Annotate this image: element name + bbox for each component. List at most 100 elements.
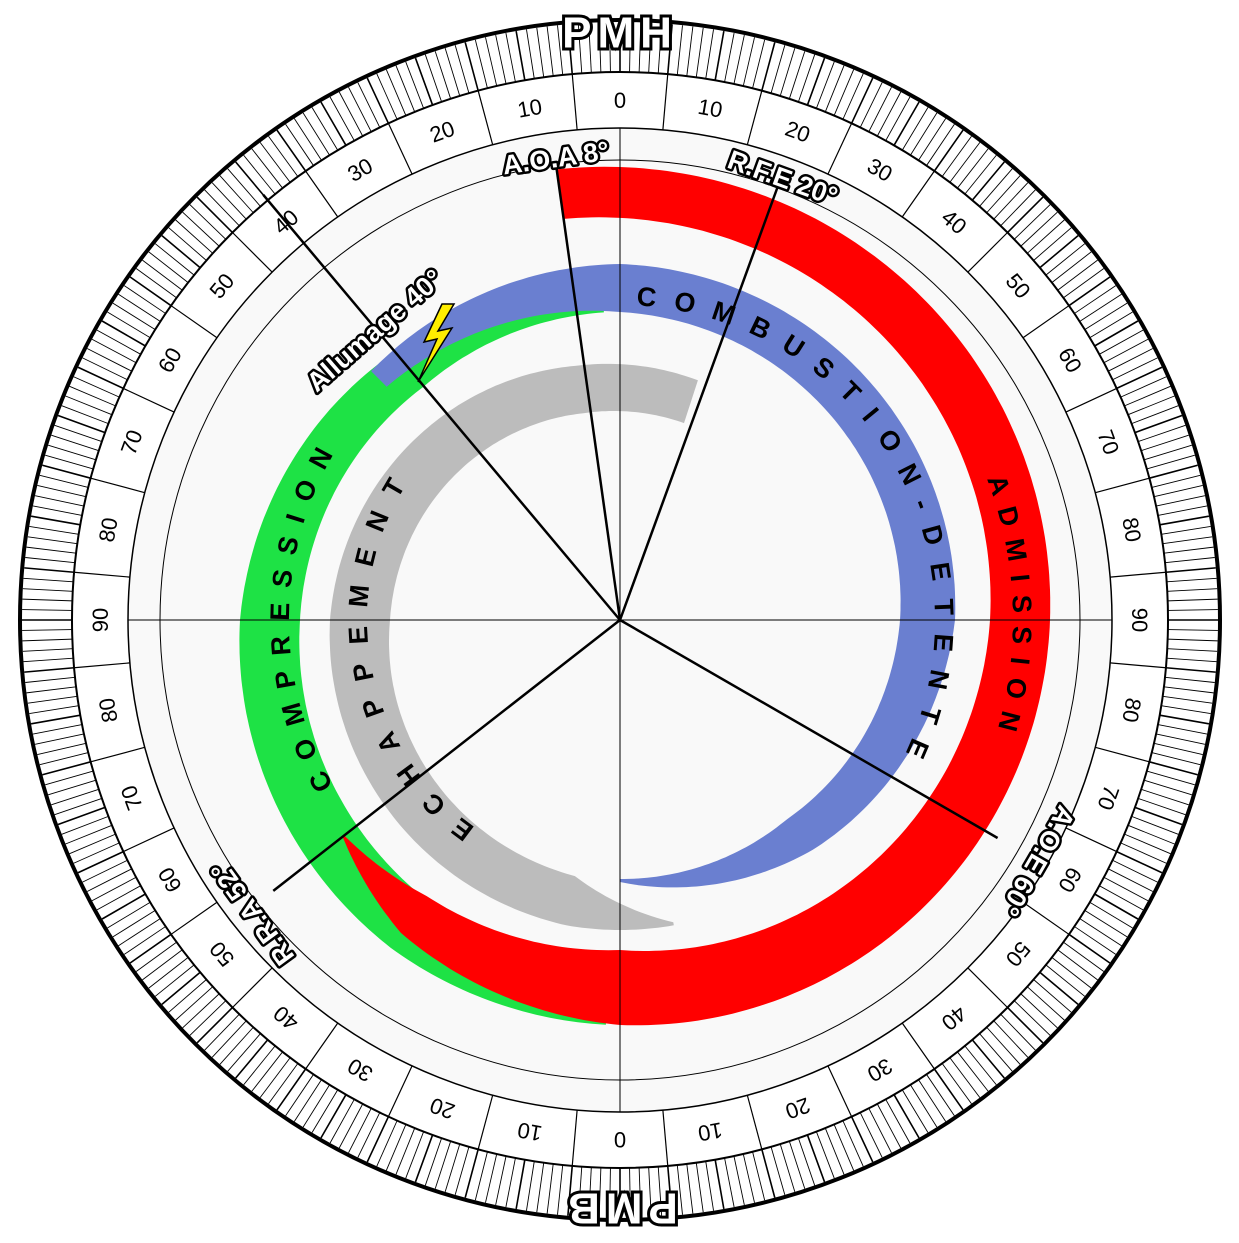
degree-tick [1020,211,1058,247]
degree-tick [1057,949,1098,981]
degree-tick [235,1039,269,1079]
degree-tick [1006,1006,1044,1044]
degree-tick [148,957,189,989]
degree-tick [705,1161,714,1211]
degree-tick [1146,454,1195,470]
degree-tick [454,45,470,94]
degree-tick [376,73,398,120]
degree-tick [285,1074,314,1117]
degree-tick [1120,376,1167,398]
degree-tick [414,1134,434,1183]
degree-tick [211,182,247,220]
degree-tick [505,1157,516,1208]
degree-tick [204,189,240,227]
degree-tick [204,1013,240,1051]
degree-tick [112,910,156,938]
scale-divider [746,90,763,145]
degree-tick [444,47,461,97]
degree-tick [705,29,714,79]
degree-tick [65,395,113,416]
degree-tick [1116,850,1163,874]
scale-divider [1110,571,1166,578]
degree-tick [546,1163,554,1214]
degree-tick [495,34,507,85]
degree-tick [37,742,87,755]
degree-tick [1141,434,1189,452]
degree-tick [302,1084,330,1128]
degree-tick [1045,243,1086,276]
degree-tick [638,22,642,73]
degree-tick [788,1141,806,1189]
degree-tick [926,123,955,166]
degree-tick [251,148,283,189]
degree-tick [39,752,89,766]
degree-tick [657,23,663,74]
degree-tick [1163,546,1214,554]
degree-tick [69,833,116,855]
degree-tick [196,196,234,234]
degree-tick [235,161,269,201]
degree-tick [714,1159,725,1210]
degree-tick [505,32,516,83]
degree-tick [779,47,796,97]
degree-tick [933,1068,964,1111]
scale-divider [232,232,273,273]
degree-tick [34,495,85,507]
scale-divider [827,123,853,175]
degree-tick [686,26,694,77]
degree-tick [1079,918,1122,947]
degree-tick [329,1099,355,1144]
degree-tick [338,91,364,137]
degree-tick [243,1045,276,1086]
degree-tick [405,1131,425,1179]
degree-tick [1033,979,1072,1013]
degree-tick [243,154,276,195]
degree-tick [1039,971,1079,1005]
degree-tick [444,1143,461,1193]
degree-tick [1074,285,1117,314]
degree-tick [979,1033,1013,1072]
event-line [619,618,999,840]
degree-tick [32,505,83,516]
degree-tick [893,1094,920,1139]
degree-tick [815,61,835,109]
degree-tick [47,779,97,796]
degree-tick [1000,1013,1036,1051]
degree-tick [107,311,151,339]
degree-tick [22,638,73,642]
degree-tick [22,629,73,631]
degree-tick [1103,876,1149,902]
degree-tick [30,714,81,725]
degree-tick [82,859,128,883]
degree-tick [1127,395,1175,416]
scale-divider [123,827,175,853]
degree-tick [1137,424,1186,443]
degree-tick [219,175,254,214]
degree-tick [964,1045,997,1086]
degree-tick [376,1120,398,1167]
scale-label: 0 [614,88,626,113]
degree-tick [348,1108,372,1154]
degree-tick [515,1159,526,1210]
degree-tick [742,37,755,87]
degree-tick [424,1137,443,1186]
degree-tick [1112,357,1158,381]
degree-tick [695,1162,704,1213]
scale-divider [170,305,218,339]
degree-tick [1006,196,1044,234]
degree-tick [1124,385,1171,407]
degree-tick [868,1108,892,1154]
scale-label: 90 [88,608,113,632]
degree-tick [926,1074,955,1117]
event-line [262,194,621,621]
degree-tick [1137,797,1186,816]
degree-tick [30,515,81,526]
degree-tick [1108,868,1154,892]
degree-tick [39,474,89,488]
degree-tick [833,69,855,116]
scale-label: 80 [94,696,123,724]
degree-tick [666,1165,673,1216]
degree-tick [910,1084,938,1128]
degree-tick [1166,657,1217,663]
